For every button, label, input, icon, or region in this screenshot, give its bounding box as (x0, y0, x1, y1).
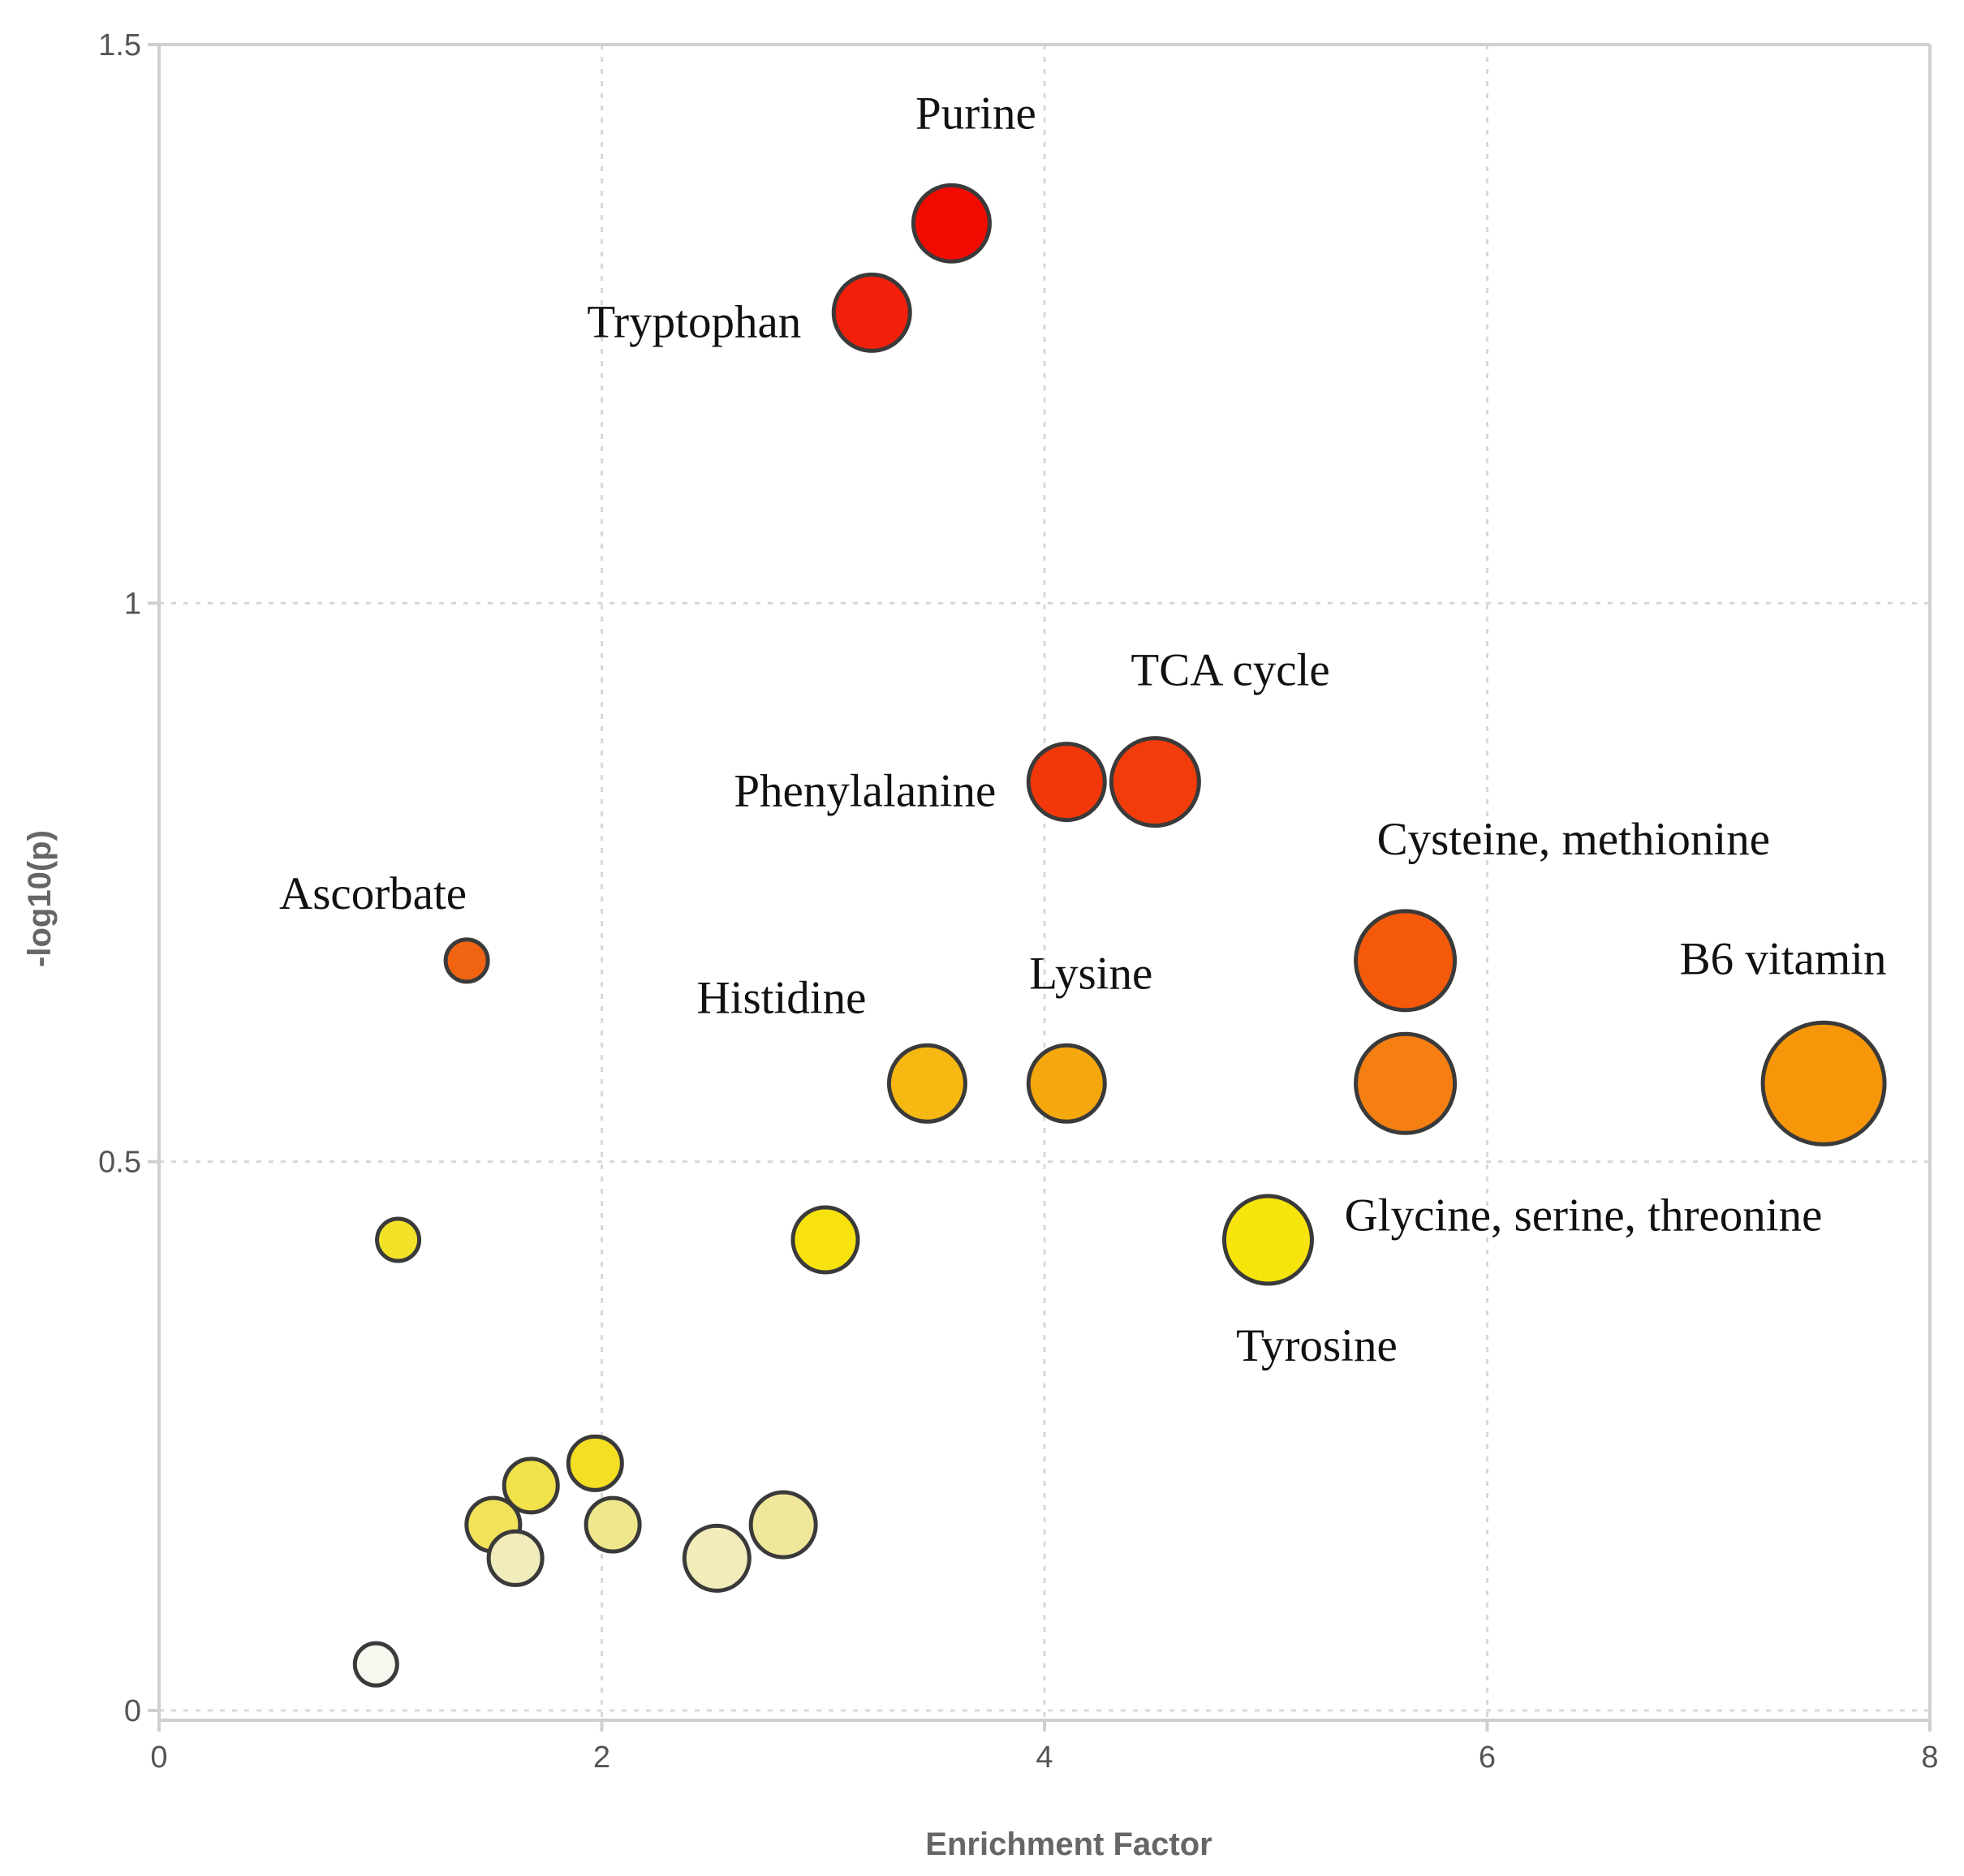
point-label-b6-vitamin: B6 vitamin (1680, 933, 1887, 984)
y-tick-label: 0.5 (98, 1146, 141, 1180)
bubble-point-purine[interactable] (911, 183, 992, 264)
y-tick-label: 1.5 (98, 28, 141, 62)
bubble-point[interactable] (566, 1434, 624, 1492)
y-tick-label: 0 (124, 1694, 141, 1728)
bubble-point-tyrosine[interactable] (1221, 1194, 1314, 1286)
point-label-tyrosine: Tyrosine (1236, 1320, 1398, 1371)
bubble-point-phenylalanine[interactable] (1026, 742, 1107, 823)
bubble-point[interactable] (584, 1495, 642, 1554)
bubble-point-b6-vitamin[interactable] (1760, 1020, 1887, 1147)
y-tick-label: 1 (124, 587, 141, 621)
point-label-glycine-serine-threonine: Glycine, serine, threonine (1345, 1190, 1823, 1241)
bubble-layer (352, 183, 1887, 1688)
bubble-point[interactable] (375, 1216, 422, 1263)
bubble-point[interactable] (790, 1205, 860, 1275)
bubble-point[interactable] (352, 1641, 399, 1688)
bubble-point[interactable] (486, 1529, 545, 1587)
point-label-tca-cycle: TCA cycle (1131, 645, 1329, 696)
x-tick-label: 6 (1479, 1740, 1496, 1775)
x-tick-label: 8 (1921, 1740, 1938, 1775)
bubble-point-histidine[interactable] (886, 1043, 967, 1124)
axis-layer: 0 2 4 6 8 0 0.5 1 1.5 (98, 28, 1938, 1775)
x-tick-label: 0 (150, 1740, 167, 1775)
bubble-point-lysine[interactable] (1026, 1043, 1107, 1124)
bubble-point[interactable] (502, 1456, 560, 1515)
bubble-point-tryptophan[interactable] (831, 272, 912, 353)
point-label-cysteine-methionine: Cysteine, methionine (1377, 814, 1770, 865)
y-axis-title: -log10(p) (22, 830, 58, 967)
x-tick-label: 2 (593, 1740, 610, 1775)
bubble-point[interactable] (748, 1490, 818, 1560)
grid-layer (159, 45, 1930, 1720)
bubble-point-tca-cycle[interactable] (1109, 736, 1201, 828)
point-label-phenylalanine: Phenylalanine (734, 766, 996, 817)
point-label-lysine: Lysine (1029, 948, 1152, 999)
point-label-layer: Purine Tryptophan TCA cycle Phenylalanine Cy… (279, 88, 1886, 1371)
bubble-point-ascorbate[interactable] (443, 937, 490, 984)
point-label-purine: Purine (915, 88, 1036, 139)
point-label-tryptophan: Tryptophan (587, 296, 801, 347)
x-axis-title: Enrichment Factor (925, 1827, 1212, 1862)
bubble-point[interactable] (682, 1523, 752, 1593)
x-tick-label: 4 (1036, 1740, 1053, 1775)
point-label-histidine: Histidine (696, 972, 866, 1023)
bubble-point-glycine-serine-threonine[interactable] (1354, 1031, 1458, 1135)
point-label-ascorbate: Ascorbate (279, 868, 467, 919)
bubble-point-cysteine-methionine[interactable] (1354, 909, 1458, 1013)
